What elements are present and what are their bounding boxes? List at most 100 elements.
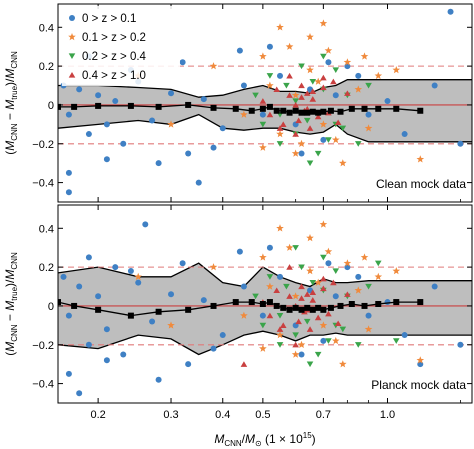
data-point-top-s0-19	[320, 136, 327, 143]
data-point-top-s1-12	[319, 120, 328, 128]
x-tick-label-5: 1.0	[380, 409, 395, 421]
legend-marker-0	[69, 15, 75, 21]
data-point-bottom-s0-16	[277, 273, 284, 280]
plot-area-top	[58, 8, 472, 196]
data-point-top-s1-27	[416, 155, 425, 163]
median-marker-top-1	[71, 103, 78, 110]
data-point-top-s0-15	[259, 111, 266, 118]
data-point-bottom-s3-15	[330, 279, 337, 286]
data-point-top-s1-21	[276, 23, 284, 31]
data-point-bottom-s3-9	[303, 291, 311, 297]
data-point-bottom-s0-10	[168, 291, 175, 298]
data-point-bottom-s0-28	[85, 254, 92, 261]
data-point-bottom-s1-18	[374, 272, 383, 281]
data-point-top-s0-35	[266, 43, 273, 50]
data-point-top-s1-10	[306, 33, 314, 41]
y-tick-label-top-0: −0.4	[32, 178, 54, 190]
data-point-bottom-s3-24	[344, 291, 351, 297]
data-point-top-s1-4	[259, 52, 267, 60]
data-point-top-s0-26	[457, 140, 464, 147]
data-point-top-s2-18	[292, 98, 299, 105]
data-point-bottom-s2-6	[298, 264, 305, 271]
data-point-bottom-s0-22	[365, 312, 372, 319]
legend-label-2: 0.2 > z > 0.4	[82, 51, 147, 63]
data-point-top-s1-2	[209, 62, 218, 70]
data-point-top-s0-16	[277, 72, 284, 79]
data-point-bottom-s1-10	[306, 234, 314, 242]
median-marker-top-3	[127, 102, 134, 109]
data-point-bottom-s2-2	[266, 274, 274, 280]
data-point-top-s2-0	[252, 92, 259, 99]
legend-label-0: 0 > z > 0.1	[82, 13, 136, 25]
legend-label-3: 0.4 > z > 1.0	[82, 70, 146, 82]
median-marker-bottom-24	[375, 301, 382, 307]
data-point-bottom-s0-38	[355, 273, 362, 280]
data-point-bottom-s0-19	[320, 337, 327, 344]
data-point-bottom-s1-24	[319, 220, 328, 228]
data-point-top-s1-9	[297, 139, 306, 147]
data-point-bottom-s1-14	[332, 336, 340, 345]
data-point-top-s0-32	[179, 59, 186, 66]
data-point-bottom-s1-5	[266, 282, 274, 290]
band-lower-line-bottom	[58, 330, 472, 356]
data-point-bottom-s2-8	[309, 280, 317, 286]
data-point-top-s3-19	[298, 94, 305, 100]
median-marker-bottom-26	[417, 299, 424, 306]
data-point-bottom-s2-18	[292, 245, 299, 251]
data-point-bottom-s3-2	[273, 287, 281, 294]
data-point-top-s1-6	[276, 130, 284, 138]
data-point-top-s0-36	[298, 150, 305, 157]
data-point-top-s0-24	[401, 131, 408, 138]
data-point-bottom-s2-19	[306, 361, 314, 368]
annotation-top: Clean mock data	[376, 177, 466, 191]
median-marker-bottom-6	[210, 302, 217, 309]
data-point-bottom-s3-7	[298, 283, 305, 290]
data-point-top-s0-3	[85, 131, 92, 138]
band-upper-line-bottom	[58, 262, 472, 288]
data-point-top-s0-39	[65, 189, 72, 196]
median-marker-bottom-21	[337, 302, 344, 309]
median-marker-top-13	[286, 109, 293, 116]
data-point-top-s3-1	[266, 111, 274, 118]
data-point-top-s0-40	[195, 179, 202, 186]
data-point-bottom-s2-22	[374, 260, 382, 267]
median-marker-top-10	[266, 103, 273, 110]
data-point-top-s2-15	[354, 141, 362, 147]
data-point-bottom-s0-1	[65, 312, 72, 319]
data-point-bottom-s1-23	[306, 267, 314, 275]
legend-marker-3	[68, 72, 76, 78]
data-point-bottom-s0-37	[325, 260, 332, 267]
data-point-top-s0-20	[332, 92, 339, 99]
data-point-top-s3-22	[276, 125, 284, 131]
data-point-bottom-s0-13	[219, 332, 226, 339]
x-axis-label: MCNN/M⊙ (1 × 1015)	[214, 431, 315, 448]
median-marker-bottom-22	[348, 301, 355, 307]
data-point-bottom-s0-2	[76, 283, 83, 290]
data-point-top-s0-29	[103, 156, 110, 163]
data-point-top-s0-4	[95, 92, 102, 99]
data-point-bottom-s2-15	[354, 342, 362, 348]
data-point-top-s3-6	[295, 117, 302, 124]
median-marker-bottom-3	[127, 312, 134, 319]
data-point-bottom-s1-9	[297, 340, 306, 348]
data-point-bottom-s0-14	[240, 283, 247, 290]
data-point-top-s2-1	[259, 121, 267, 128]
data-point-top-s0-1	[65, 111, 72, 118]
data-point-top-s0-7	[120, 140, 127, 147]
median-marker-bottom-25	[393, 299, 400, 306]
y-tick-label-bottom-0: −0.4	[32, 379, 54, 391]
data-point-top-s3-12	[314, 113, 322, 120]
data-point-top-s1-7	[285, 42, 294, 50]
data-point-bottom-s0-5	[103, 326, 110, 333]
data-point-bottom-s3-10	[306, 326, 314, 332]
median-marker-top-9	[259, 105, 266, 112]
legend: 0 > z > 0.1 0.1 > z > 0.2 0.2 > z > 0.4 0.4…	[62, 6, 180, 86]
data-point-top-s3-21	[309, 88, 317, 94]
median-marker-top-23	[361, 105, 368, 112]
data-point-bottom-s0-23	[384, 299, 391, 306]
median-marker-bottom-18	[315, 304, 322, 311]
median-marker-bottom-14	[292, 304, 299, 311]
data-point-bottom-s0-31	[155, 376, 162, 383]
data-point-bottom-s3-6	[295, 318, 302, 325]
data-point-top-s0-21	[344, 63, 351, 70]
